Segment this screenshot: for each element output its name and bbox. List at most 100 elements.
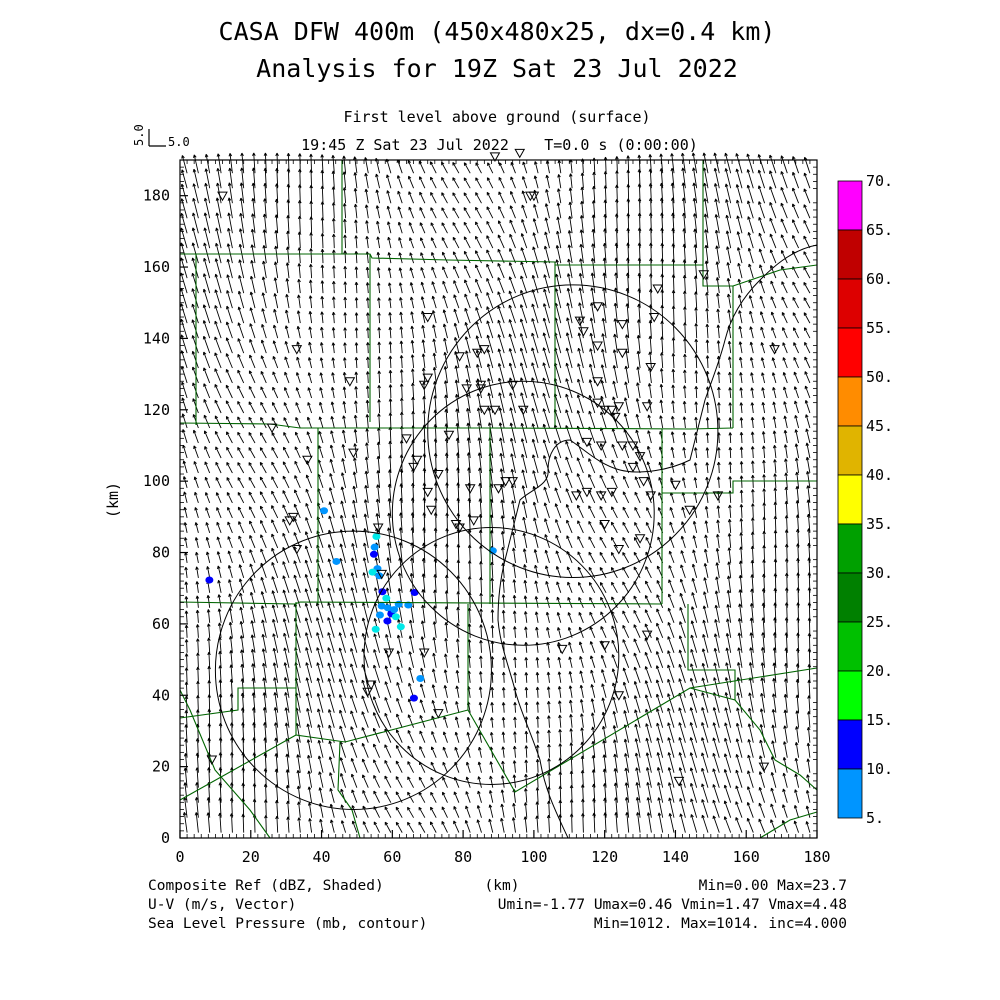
station-marker	[422, 487, 434, 498]
footer-left-1: Composite Ref (dBZ, Shaded)	[148, 878, 384, 894]
colorbar-label: 70.	[866, 172, 893, 190]
station-marker	[454, 352, 465, 362]
station-marker	[217, 191, 228, 202]
reflectivity-echo	[372, 532, 381, 540]
colorbar-swatch	[837, 768, 863, 819]
station-marker	[645, 362, 657, 373]
y-tick-label: 20	[152, 758, 170, 776]
x-tick-label: 20	[242, 848, 260, 866]
reflectivity-echo	[368, 568, 377, 576]
station-marker	[670, 480, 681, 491]
wind-vectors-path	[180, 152, 812, 833]
reflectivity-echo	[391, 613, 400, 621]
map-plot	[179, 148, 818, 839]
reflectivity-echo	[383, 617, 392, 625]
y-tick-label: 0	[161, 829, 170, 847]
station-marker	[468, 516, 480, 526]
reflectivity-echo	[369, 550, 378, 558]
station-marker	[609, 412, 621, 423]
station-marker	[422, 373, 434, 384]
station-marker	[652, 284, 664, 294]
y-tick-label: 120	[143, 401, 170, 419]
reflectivity-echo	[404, 601, 413, 609]
y-tick-label: 180	[143, 187, 170, 205]
station-marker	[617, 441, 628, 451]
station-marker	[418, 380, 430, 391]
station-marker	[592, 302, 603, 312]
colorbar-label: 45.	[866, 417, 893, 435]
colorbar-label: 25.	[866, 613, 893, 631]
station-marker	[592, 398, 603, 409]
station-marker	[599, 641, 611, 651]
pressure-contour	[497, 244, 818, 839]
station-marker	[291, 544, 303, 555]
reflectivity-echo	[416, 674, 425, 682]
station-marker	[425, 505, 437, 516]
station-marker	[500, 477, 511, 487]
radar-range-circles	[214, 284, 719, 810]
radar-range-circle	[391, 380, 655, 646]
footer-left-2: U-V (m/s, Vector)	[148, 897, 296, 913]
station-marker	[422, 313, 434, 323]
station-marker	[556, 644, 568, 655]
colorbar-label: 20.	[866, 662, 893, 680]
station-marker	[464, 484, 476, 494]
station-marker	[599, 405, 611, 416]
station-marker	[592, 377, 603, 387]
footer: Composite Ref (dBZ, Shaded) U-V (m/s, Ve…	[148, 878, 847, 932]
station-marker	[266, 423, 278, 434]
station-marker	[627, 441, 639, 451]
station-marker	[641, 630, 653, 641]
x-tick-label: 160	[733, 848, 760, 866]
reference-vector-label: 5.0	[168, 135, 190, 149]
station-marker	[606, 405, 618, 416]
station-marker	[617, 348, 628, 359]
colorbar-label: 50.	[866, 368, 893, 386]
station-marker	[617, 320, 628, 330]
station-marker	[478, 405, 490, 416]
y-axis: 0 20 40 60 80 100 120 140 160 180	[143, 166, 817, 847]
station-marker	[507, 380, 519, 391]
station-marker	[758, 762, 770, 773]
y-tick-label: 80	[152, 544, 170, 562]
colorbar-swatch	[837, 180, 863, 231]
colorbar-label: 40.	[866, 466, 893, 484]
colorbar-swatch	[837, 327, 863, 378]
station-marker	[401, 434, 412, 444]
station-marker	[411, 455, 423, 466]
radar-range-circle	[427, 284, 719, 579]
y-tick-label: 160	[143, 258, 170, 276]
station-marker	[454, 523, 465, 534]
colorbar-swatch	[837, 719, 863, 770]
footer-right-3: Min=1012. Max=1014. inc=4.000	[594, 916, 847, 932]
station-marker	[673, 776, 685, 787]
footer-left-3: Sea Level Pressure (mb, contour)	[148, 916, 427, 932]
x-tick-label: 80	[454, 848, 472, 866]
reflectivity-echo	[396, 623, 405, 631]
station-marker	[489, 152, 501, 162]
station-marker	[365, 680, 377, 691]
station-marker	[613, 544, 625, 555]
x-tick-label: 0	[175, 848, 184, 866]
x-axis: 0 20 40 60 80 100 120 140 160 180	[175, 160, 831, 866]
station-marker	[489, 405, 501, 416]
station-marker	[571, 491, 582, 501]
station-marker	[443, 430, 455, 441]
radar-range-circle	[214, 530, 492, 810]
colorbar-swatch	[837, 376, 863, 427]
reflectivity-echo	[383, 604, 392, 612]
station-marker	[372, 523, 384, 534]
radar-range-circle	[363, 527, 620, 785]
reflectivity-echo	[370, 543, 379, 551]
x-tick-label: 140	[662, 848, 689, 866]
station-marker	[606, 487, 618, 498]
station-marker	[493, 484, 504, 494]
station-marker	[613, 691, 625, 701]
reflectivity-echo	[371, 625, 380, 633]
station-marker	[291, 345, 303, 355]
x-tick-label: 120	[591, 848, 618, 866]
station-marker	[648, 313, 660, 323]
x-tick-label: 60	[383, 848, 401, 866]
colorbar-swatch	[837, 425, 863, 476]
colorbar-label: 65.	[866, 221, 893, 239]
